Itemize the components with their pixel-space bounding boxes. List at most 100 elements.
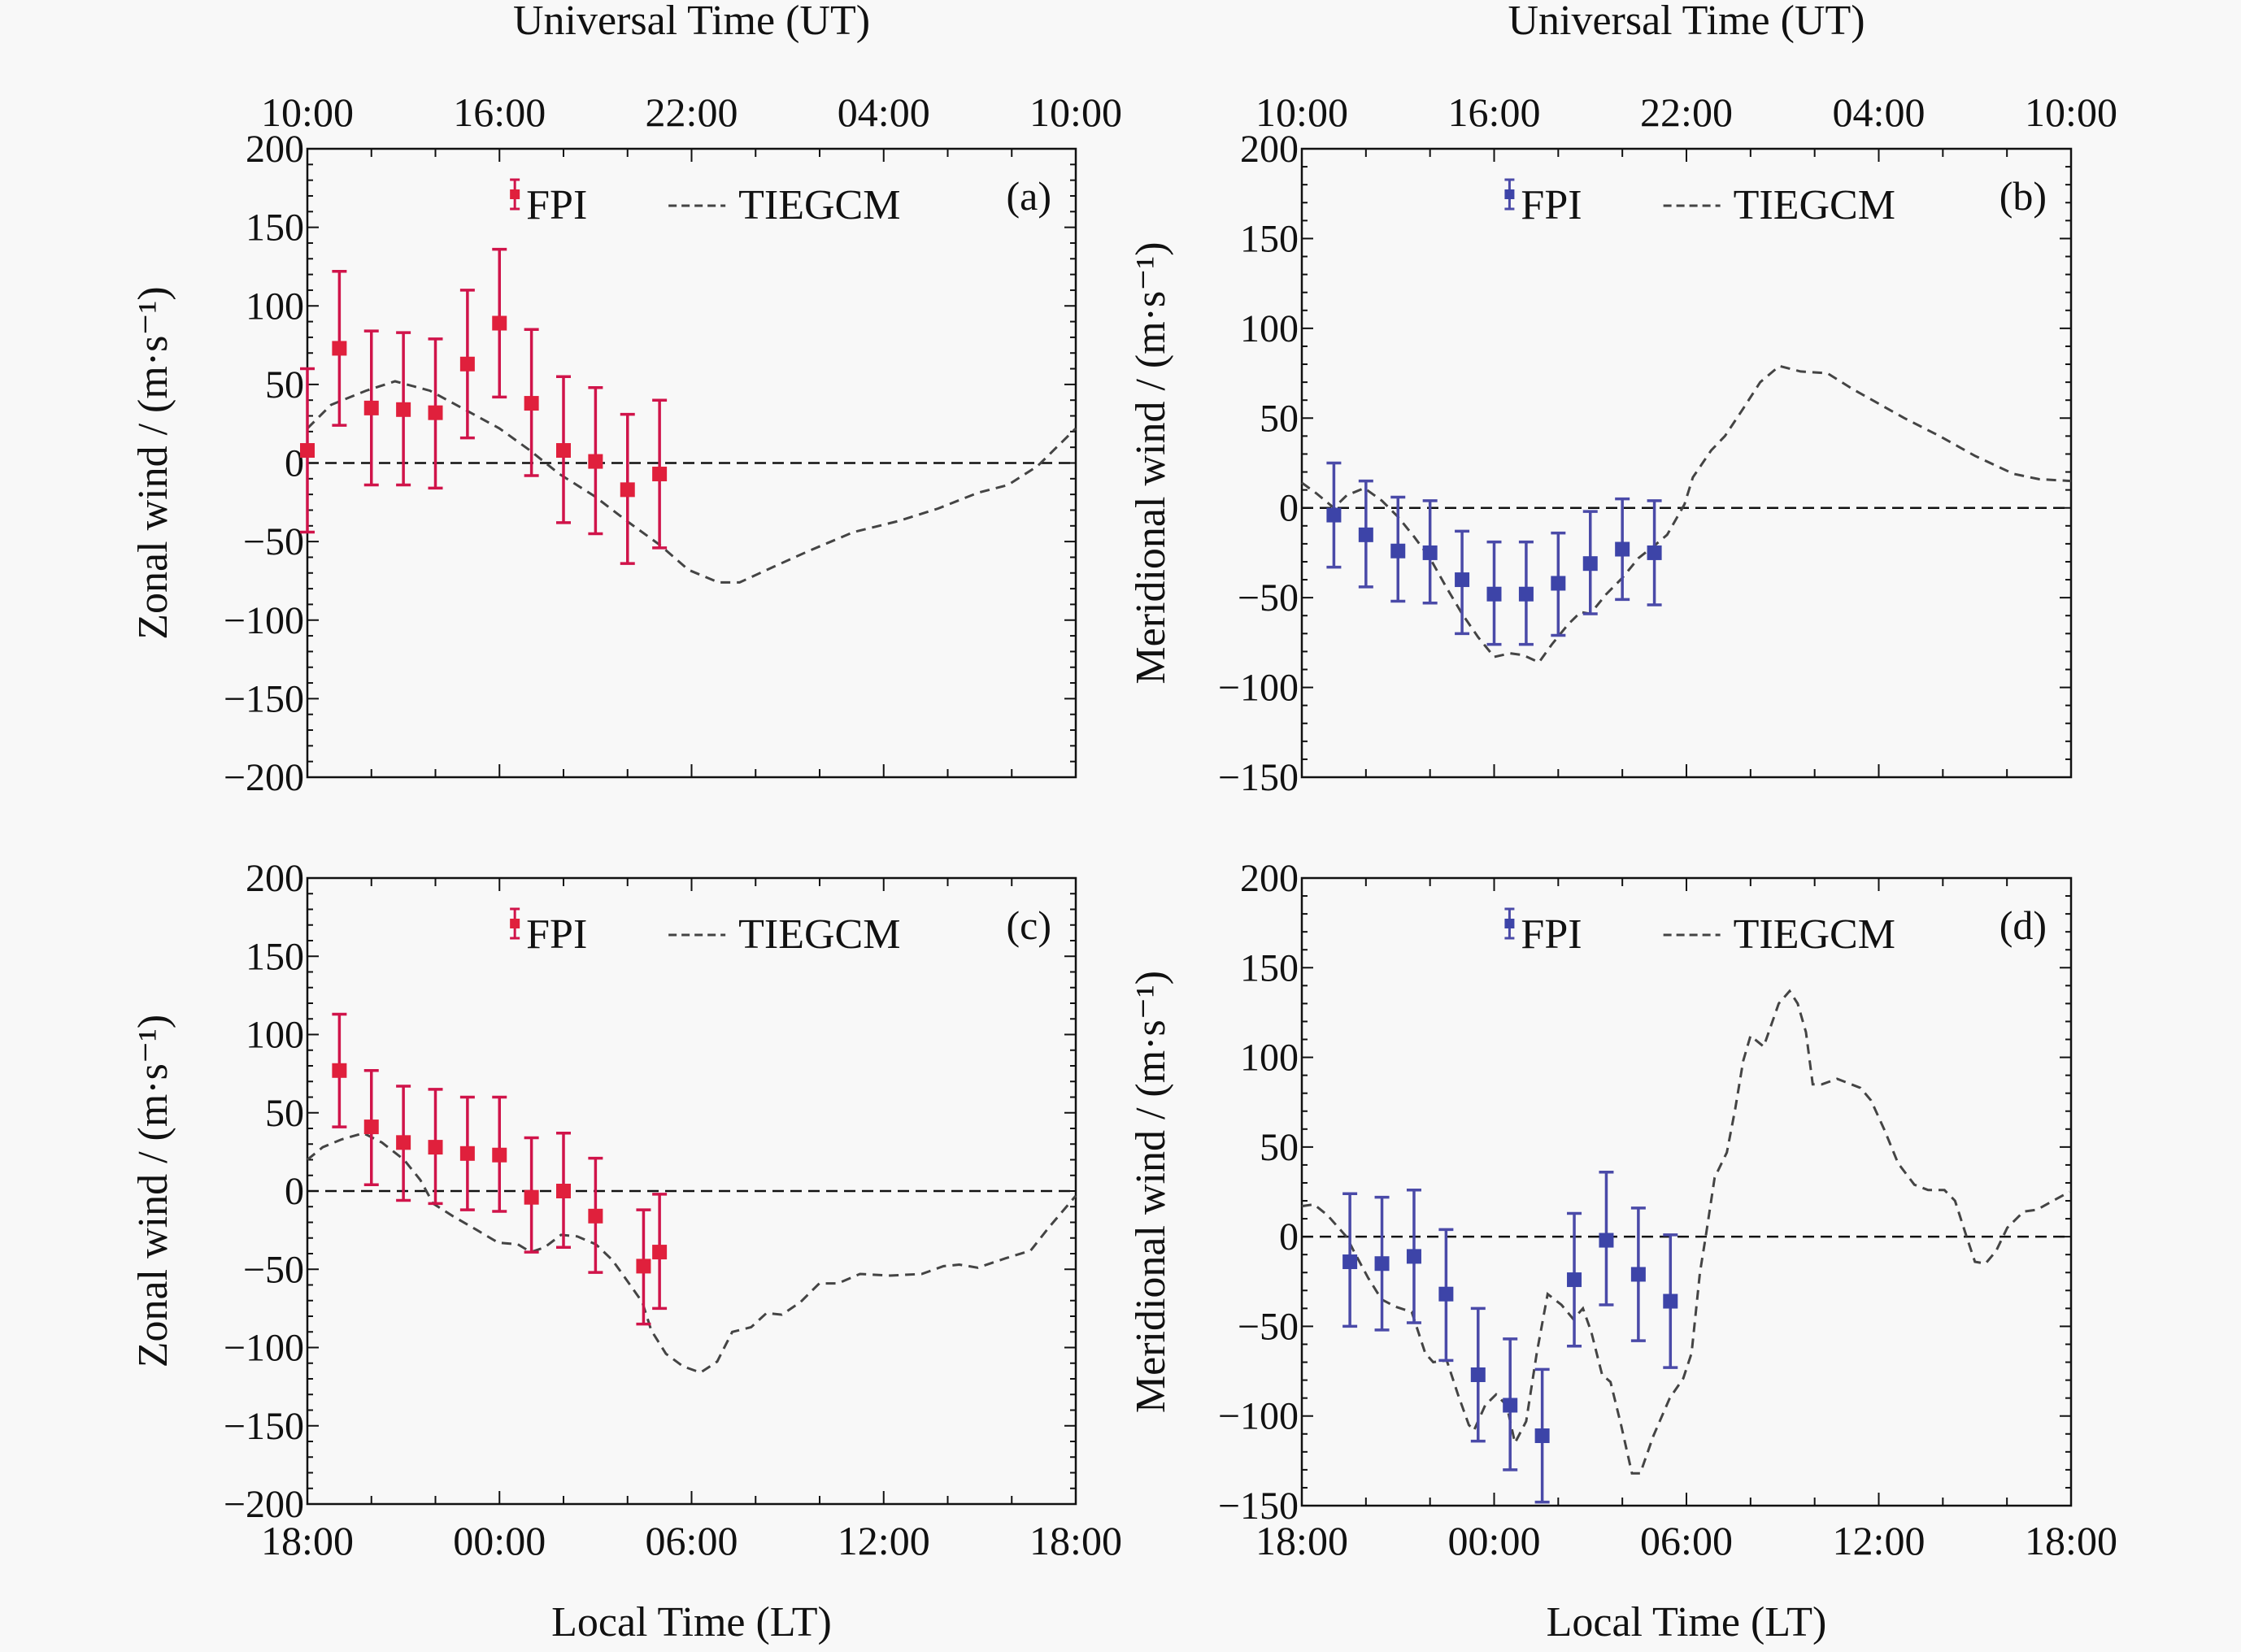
legend-tiegcm-label: TIEGCM [738, 182, 900, 228]
y-tick-label: 150 [246, 935, 304, 978]
bottom-x-tick-label: 18:00 [1255, 1518, 1348, 1563]
fpi-marker [1406, 1249, 1421, 1264]
fpi-marker [588, 1208, 603, 1224]
fpi-point [1326, 461, 1342, 569]
plot-frame [1300, 147, 2073, 779]
fpi-point [1406, 1189, 1421, 1324]
y-tick-label: 100 [1240, 1037, 1299, 1080]
top-x-tick-label: 10:00 [261, 89, 354, 135]
y-tick-label: 100 [1240, 307, 1299, 350]
fpi-marker [1518, 586, 1534, 602]
fpi-point [459, 1095, 475, 1211]
fpi-point [1455, 529, 1470, 636]
fpi-marker [1422, 545, 1438, 560]
fpi-point [1503, 1337, 1518, 1472]
y-tick-label: −100 [224, 599, 304, 642]
fpi-point [332, 1012, 347, 1128]
bottom-axis-title: Local Time (LT) [551, 1599, 832, 1645]
fpi-marker [556, 443, 571, 459]
top-x-tick-label: 22:00 [1640, 89, 1733, 135]
fpi-marker [396, 1135, 411, 1150]
fpi-point [1551, 531, 1566, 637]
fpi-marker [428, 1140, 443, 1155]
y-tick-label: 150 [1240, 946, 1299, 989]
fpi-point [556, 375, 571, 524]
fpi-point [1663, 1233, 1678, 1369]
y-tick-label: 0 [1279, 487, 1299, 530]
panel-label: (d) [1999, 902, 2047, 948]
fpi-marker [588, 454, 603, 469]
fpi-point [1647, 499, 1662, 606]
fpi-marker [652, 1245, 668, 1260]
fpi-point [588, 1156, 603, 1274]
fpi-marker [1599, 1232, 1614, 1248]
bottom-x-tick-label: 06:00 [1640, 1518, 1733, 1563]
legend: FPI TIEGCM [1504, 178, 1895, 228]
fpi-marker [1455, 572, 1470, 588]
y-tick-label: −50 [1238, 576, 1299, 620]
fpi-marker [1582, 556, 1598, 572]
y-tick-label: 0 [1279, 1215, 1299, 1259]
fpi-point [636, 1208, 651, 1326]
y-tick-label: 50 [265, 363, 304, 406]
legend-fpi-label: FPI [526, 182, 587, 228]
top-x-tick-label: 04:00 [1833, 89, 1926, 135]
legend: FPI TIEGCM [510, 907, 900, 958]
fpi-marker [492, 1147, 507, 1163]
fpi-marker [1342, 1254, 1358, 1270]
top-x-tick-label: 10:00 [1029, 89, 1122, 135]
fpi-point [332, 269, 347, 427]
fpi-marker [332, 1063, 347, 1078]
fpi-point [1534, 1367, 1550, 1504]
fpi-point [588, 385, 603, 536]
y-tick-label: −150 [224, 1405, 304, 1448]
fpi-marker [1486, 586, 1502, 602]
fpi-marker [1390, 543, 1406, 559]
fpi-point [620, 412, 635, 565]
fpi-marker [332, 341, 347, 356]
fpi-marker [1663, 1293, 1678, 1309]
bottom-axis-title: Local Time (LT) [1547, 1599, 1827, 1645]
fpi-marker [1567, 1272, 1582, 1288]
fpi-point [1390, 495, 1406, 603]
bottom-x-tick-label: 18:00 [1029, 1518, 1122, 1563]
panel-label: (a) [1007, 173, 1052, 219]
bottom-x-tick-label: 12:00 [838, 1518, 930, 1563]
y-tick-label: 200 [246, 128, 304, 171]
y-tick-label: 200 [1240, 128, 1299, 171]
top-x-tick-label: 04:00 [838, 89, 930, 135]
y-axis-label: Zonal wind / (m·s⁻¹) [130, 1015, 176, 1367]
y-tick-label: −200 [224, 756, 304, 799]
fpi-marker [524, 1189, 539, 1205]
fpi-point [492, 1095, 507, 1213]
fpi-point [556, 1132, 571, 1250]
fpi-point [363, 329, 379, 487]
fpi-marker [459, 356, 475, 372]
fpi-marker [363, 400, 379, 415]
fpi-point [1518, 540, 1534, 646]
fpi-marker [620, 482, 635, 498]
tiegcm-line [1301, 364, 2072, 664]
legend-fpi-label: FPI [1521, 182, 1582, 228]
fpi-marker [459, 1146, 475, 1161]
top-x-tick-label: 16:00 [1448, 89, 1541, 135]
y-tick-label: −150 [1218, 1485, 1299, 1528]
fpi-point [1470, 1306, 1486, 1443]
fpi-marker [1551, 576, 1566, 591]
tiegcm-line [307, 1132, 1077, 1374]
fpi-point [1438, 1228, 1454, 1363]
fpi-marker [1534, 1428, 1550, 1443]
fpi-point [1582, 510, 1598, 615]
top-axis-title: Universal Time (UT) [513, 0, 870, 44]
fpi-point [1422, 499, 1438, 605]
fpi-point [396, 331, 411, 487]
fpi-point [428, 1088, 443, 1206]
y-tick-label: 50 [1260, 397, 1299, 440]
legend-fpi-marker-icon [1504, 189, 1515, 199]
bottom-x-tick-label: 18:00 [261, 1518, 354, 1563]
bottom-x-tick-label: 12:00 [1833, 1518, 1926, 1563]
y-tick-label: 150 [1240, 217, 1299, 260]
fpi-point [1342, 1192, 1358, 1328]
